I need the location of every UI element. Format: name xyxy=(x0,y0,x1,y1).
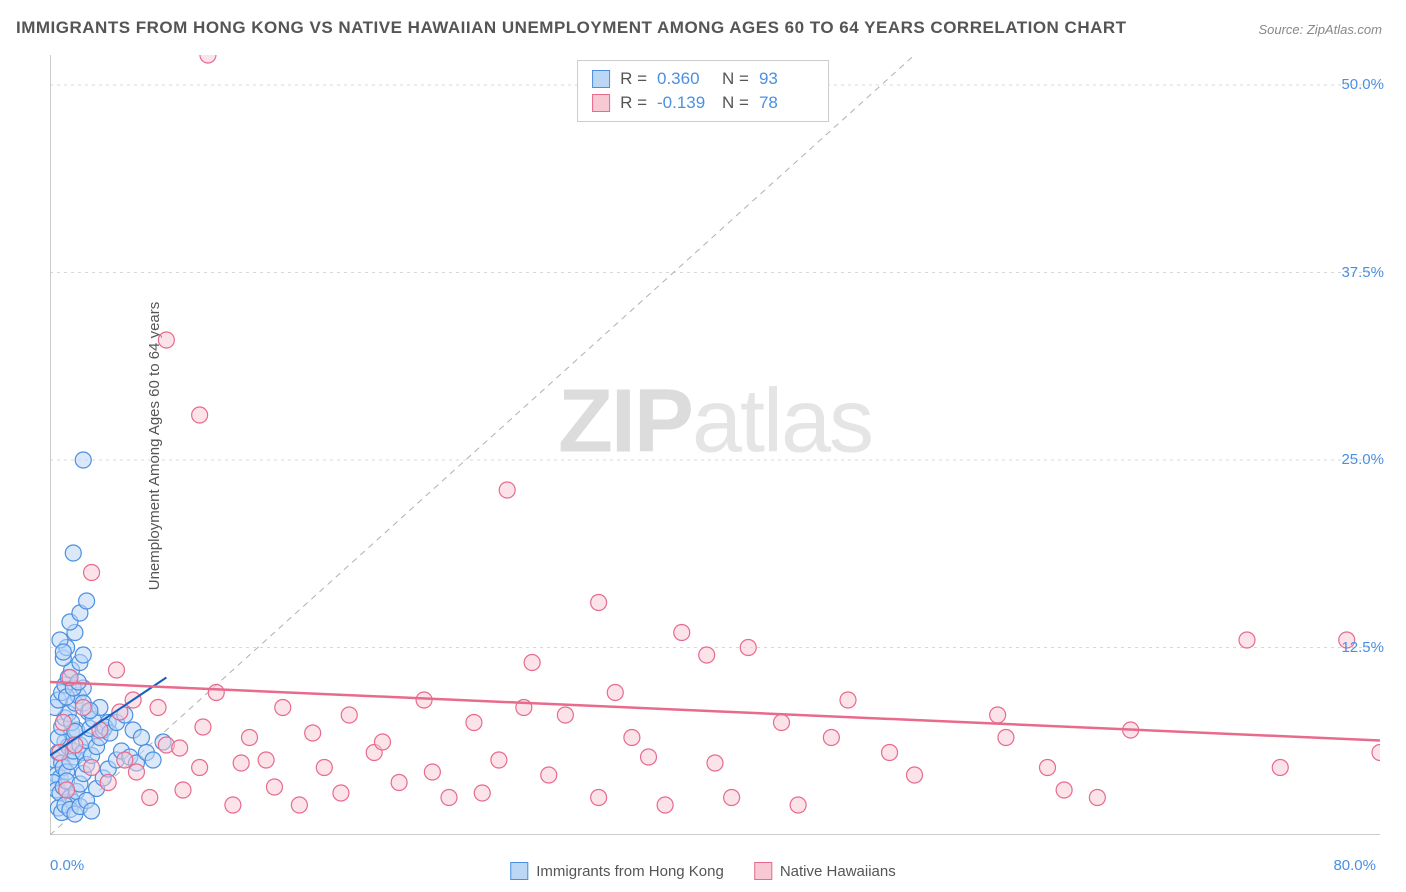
legend-label-2: Native Hawaiians xyxy=(780,863,896,880)
stats-n-label: N = xyxy=(722,69,749,89)
stats-n-value-2: 78 xyxy=(759,93,814,113)
y-tick-label: 25.0% xyxy=(1341,451,1384,468)
y-tick-label: 37.5% xyxy=(1341,264,1384,281)
stats-r-label: R = xyxy=(620,93,647,113)
source-prefix: Source: xyxy=(1258,22,1306,37)
stats-box: R = 0.360 N = 93 R = -0.139 N = 78 xyxy=(577,60,829,122)
legend: Immigrants from Hong Kong Native Hawaiia… xyxy=(510,862,895,880)
x-axis-max-label: 80.0% xyxy=(1333,857,1376,874)
stats-swatch-2 xyxy=(592,94,610,112)
legend-swatch-1 xyxy=(510,862,528,880)
stats-row-series1: R = 0.360 N = 93 xyxy=(592,67,814,91)
source-link[interactable]: ZipAtlas.com xyxy=(1307,22,1382,37)
x-axis-min-label: 0.0% xyxy=(50,857,84,874)
legend-item-1: Immigrants from Hong Kong xyxy=(510,862,724,880)
legend-label-1: Immigrants from Hong Kong xyxy=(536,863,724,880)
legend-item-2: Native Hawaiians xyxy=(754,862,896,880)
source-credit: Source: ZipAtlas.com xyxy=(1258,22,1382,37)
plot-area: ZIPatlas xyxy=(50,55,1380,835)
y-tick-label: 50.0% xyxy=(1341,76,1384,93)
stats-r-value-1: 0.360 xyxy=(657,69,712,89)
stats-r-value-2: -0.139 xyxy=(657,93,712,113)
stats-n-label: N = xyxy=(722,93,749,113)
stats-r-label: R = xyxy=(620,69,647,89)
scatter-chart xyxy=(50,55,1380,835)
stats-row-series2: R = -0.139 N = 78 xyxy=(592,91,814,115)
y-tick-label: 12.5% xyxy=(1341,639,1384,656)
chart-title: IMMIGRANTS FROM HONG KONG VS NATIVE HAWA… xyxy=(16,18,1127,38)
stats-swatch-1 xyxy=(592,70,610,88)
legend-swatch-2 xyxy=(754,862,772,880)
stats-n-value-1: 93 xyxy=(759,69,814,89)
